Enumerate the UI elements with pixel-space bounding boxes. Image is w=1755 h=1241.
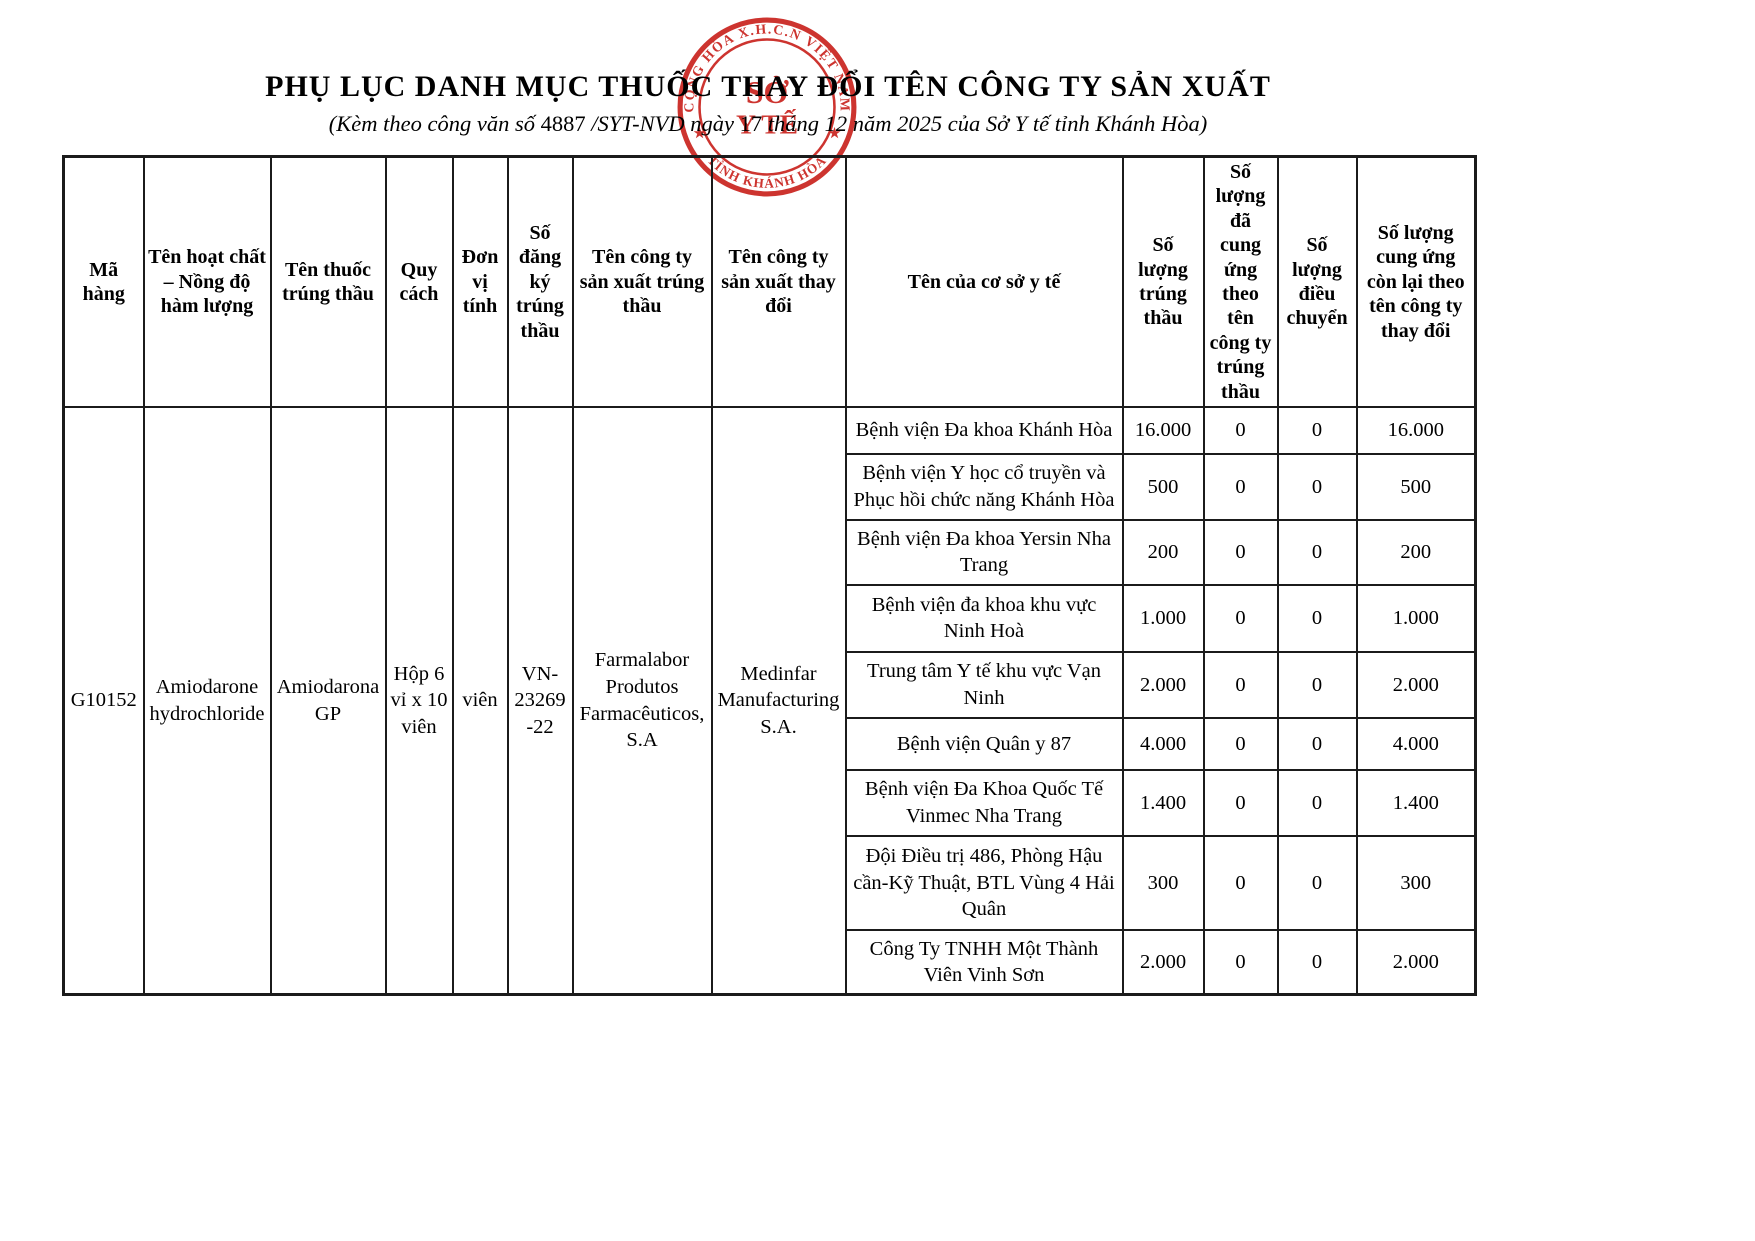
qty-transferred-cell: 0 <box>1276 650 1358 719</box>
qty-remaining-cell: 1.000 <box>1355 583 1477 653</box>
facility-name-cell: Đội Điều trị 486, Phòng Hậu cần-Kỹ Thuật… <box>844 834 1124 931</box>
facility-name-cell: Bệnh viện Đa Khoa Quốc Tế Vinmec Nha Tra… <box>844 768 1124 837</box>
facility-name-cell: Trung tâm Y tế khu vực Vạn Ninh <box>844 650 1124 719</box>
qty-supplied-cell: 0 <box>1202 834 1279 931</box>
qty-awarded-cell: 16.000 <box>1121 405 1205 455</box>
table-header-row: Mã hàng Tên hoạt chất – Nồng độ hàm lượn… <box>62 155 1477 408</box>
header-so-luong-trung-thau: Số lượng trúng thầu <box>1121 155 1205 408</box>
qty-supplied-cell: 0 <box>1202 452 1279 521</box>
facility-row: Bệnh viện Quân y 87 4.000 0 0 4.000 <box>64 716 1477 771</box>
header-so-luong-da-cung-ung: Số lượng đã cung ứng theo tên công ty tr… <box>1202 155 1279 408</box>
qty-remaining-cell: 4.000 <box>1355 716 1477 771</box>
document-day: 17 <box>739 111 763 136</box>
header-quy-cach: Quy cách <box>384 155 454 408</box>
facility-row: Bệnh viện Đa Khoa Quốc Tế Vinmec Nha Tra… <box>64 768 1477 837</box>
document-subtitle: (Kèm theo công văn số 4887 /SYT-NVD ngày… <box>62 111 1474 137</box>
subtitle-text: tháng 12 năm 2025 của Sở Y tế tỉnh Khánh… <box>762 111 1208 136</box>
document-number: 4887 <box>540 111 586 136</box>
qty-remaining-cell: 2.000 <box>1355 650 1477 719</box>
facility-name-cell: Bệnh viện Quân y 87 <box>844 716 1124 771</box>
qty-awarded-cell: 1.000 <box>1121 583 1205 653</box>
qty-transferred-cell: 0 <box>1276 518 1358 586</box>
header-ten-thuoc-trung-thau: Tên thuốc trúng thầu <box>269 155 387 408</box>
drug-change-table: Mã hàng Tên hoạt chất – Nồng độ hàm lượn… <box>62 155 1477 997</box>
qty-supplied-cell: 0 <box>1202 928 1279 996</box>
subtitle-text: (Kèm theo công văn số <box>328 111 541 136</box>
facility-name-cell: Bệnh viện Y học cổ truyền và Phục hồi ch… <box>844 452 1124 521</box>
manufacturer-awarded-cell: Farmalabor Produtos Farmacêuticos, S.A <box>571 405 713 996</box>
header-so-luong-dieu-chuyen: Số lượng điều chuyển <box>1276 155 1358 408</box>
manufacturer-changed-cell: Medinfar Manufacturing S.A. <box>710 405 847 996</box>
header-don-vi-tinh: Đơn vị tính <box>451 155 509 408</box>
qty-transferred-cell: 0 <box>1276 583 1358 653</box>
qty-transferred-cell: 0 <box>1276 928 1358 996</box>
qty-remaining-cell: 1.400 <box>1355 768 1477 837</box>
stamp-star-right-icon: ★ <box>829 126 841 141</box>
qty-supplied-cell: 0 <box>1202 768 1279 837</box>
header-cong-ty-trung-thau: Tên công ty sản xuất trúng thầu <box>571 155 713 408</box>
stamp-center-line1: SỞ <box>746 75 790 110</box>
facility-row: Trung tâm Y tế khu vực Vạn Ninh 2.000 0 … <box>64 650 1477 719</box>
qty-remaining-cell: 500 <box>1355 452 1477 521</box>
qty-awarded-cell: 500 <box>1121 452 1205 521</box>
qty-transferred-cell: 0 <box>1276 834 1358 931</box>
facility-row: Công Ty TNHH Một Thành Viên Vinh Sơn 2.0… <box>64 928 1477 996</box>
qty-supplied-cell: 0 <box>1202 405 1279 455</box>
qty-transferred-cell: 0 <box>1276 452 1358 521</box>
qty-awarded-cell: 200 <box>1121 518 1205 586</box>
header-ten-hoat-chat: Tên hoạt chất – Nồng độ hàm lượng <box>142 155 272 408</box>
qty-supplied-cell: 0 <box>1202 716 1279 771</box>
facility-name-cell: Bệnh viện đa khoa khu vực Ninh Hoà <box>844 583 1124 653</box>
facility-name-cell: Bệnh viện Đa khoa Khánh Hòa <box>844 405 1124 455</box>
header-so-dang-ky: Số đăng ký trúng thầu <box>506 155 574 408</box>
qty-awarded-cell: 2.000 <box>1121 928 1205 996</box>
facility-name-cell: Bệnh viện Đa khoa Yersin Nha Trang <box>844 518 1124 586</box>
qty-awarded-cell: 1.400 <box>1121 768 1205 837</box>
drug-name-cell: Amiodarona GP <box>269 405 387 996</box>
document-header: PHỤ LỤC DANH MỤC THUỐC THAY ĐỔI TÊN CÔNG… <box>62 70 1474 137</box>
qty-remaining-cell: 200 <box>1355 518 1477 586</box>
qty-awarded-cell: 300 <box>1121 834 1205 931</box>
subtitle-text: /SYT-NVD ngày <box>585 111 740 136</box>
header-cong-ty-thay-doi: Tên công ty sản xuất thay đổi <box>710 155 847 408</box>
packaging-cell: Hộp 6 vỉ x 10 viên <box>384 405 454 996</box>
qty-transferred-cell: 0 <box>1276 405 1358 455</box>
facility-row: Bệnh viện đa khoa khu vực Ninh Hoà 1.000… <box>64 583 1477 653</box>
qty-supplied-cell: 0 <box>1202 650 1279 719</box>
qty-awarded-cell: 4.000 <box>1121 716 1205 771</box>
facility-row: Đội Điều trị 486, Phòng Hậu cần-Kỹ Thuật… <box>64 834 1477 931</box>
registration-number-cell: VN-23269-22 <box>506 405 574 996</box>
facility-row: Bệnh viện Y học cổ truyền và Phục hồi ch… <box>64 452 1477 521</box>
stamp-center-line2: Y TẾ <box>736 109 798 140</box>
stamp-star-left-icon: ★ <box>694 126 706 141</box>
header-ma-hang: Mã hàng <box>62 155 145 408</box>
unit-cell: viên <box>451 405 509 996</box>
facility-row: G10152 Amiodarone hydrochloride Amiodaro… <box>62 405 1477 996</box>
facility-name-cell: Công Ty TNHH Một Thành Viên Vinh Sơn <box>844 928 1124 996</box>
qty-transferred-cell: 0 <box>1276 716 1358 771</box>
page-title: PHỤ LỤC DANH MỤC THUỐC THAY ĐỔI TÊN CÔNG… <box>265 70 1271 103</box>
qty-supplied-cell: 0 <box>1202 583 1279 653</box>
qty-transferred-cell: 0 <box>1276 768 1358 837</box>
active-ingredient-cell: Amiodarone hydrochloride <box>142 405 272 996</box>
qty-remaining-cell: 16.000 <box>1355 405 1477 455</box>
qty-awarded-cell: 2.000 <box>1121 650 1205 719</box>
facility-row: Bệnh viện Đa khoa Yersin Nha Trang 200 0… <box>64 518 1477 586</box>
product-code-cell: G10152 <box>62 405 145 996</box>
header-co-so-y-te: Tên của cơ sở y tế <box>844 155 1124 408</box>
qty-remaining-cell: 300 <box>1355 834 1477 931</box>
qty-remaining-cell: 2.000 <box>1355 928 1477 996</box>
header-so-luong-con-lai: Số lượng cung ứng còn lại theo tên công … <box>1355 155 1477 408</box>
qty-supplied-cell: 0 <box>1202 518 1279 586</box>
